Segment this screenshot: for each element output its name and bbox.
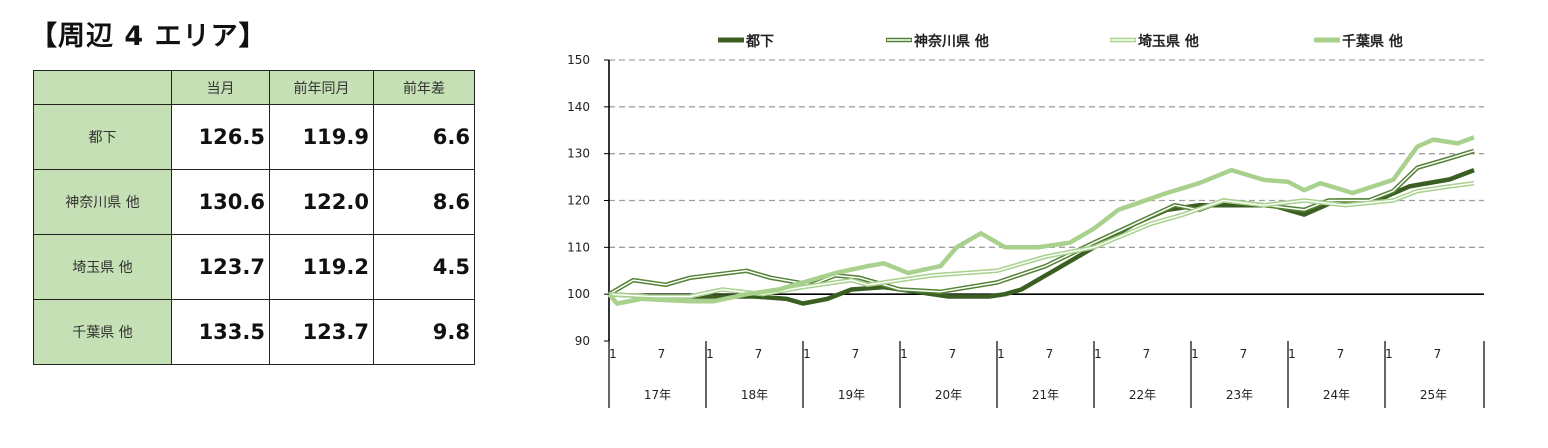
- header-diff: 前年差: [373, 70, 475, 105]
- diff-value: 4.5: [373, 234, 475, 300]
- month-tick-label: 7: [658, 347, 666, 361]
- year-label: 19年: [838, 388, 865, 402]
- table-row: 神奈川県 他 130.6 122.0 8.6: [33, 169, 475, 235]
- diff-value: 8.6: [373, 169, 475, 235]
- month-tick-label: 7: [1240, 347, 1248, 361]
- year-label: 25年: [1420, 388, 1447, 402]
- current-value: 133.5: [171, 299, 270, 365]
- diff-value: 9.8: [373, 299, 475, 365]
- year-label: 21年: [1032, 388, 1059, 402]
- y-tick-label: 90: [575, 334, 590, 348]
- y-tick-label: 110: [567, 240, 590, 254]
- y-tick-label: 120: [567, 194, 590, 208]
- series-line-inner: [608, 150, 1475, 295]
- legend-label: 都下: [745, 34, 774, 50]
- month-tick-label: 1: [803, 347, 811, 361]
- year-label: 18年: [741, 388, 768, 402]
- row-label: 神奈川県 他: [33, 169, 172, 235]
- row-label: 都下: [33, 104, 172, 170]
- legend-label: 神奈川県 他: [914, 33, 989, 50]
- legend-label: 千葉県 他: [1342, 33, 1403, 50]
- year-label: 24年: [1323, 388, 1350, 402]
- series-line: [607, 135, 1475, 306]
- month-tick-label: 1: [1288, 347, 1296, 361]
- y-tick-label: 150: [567, 53, 590, 67]
- section-title: 【周辺 4 エリア】: [30, 21, 267, 52]
- month-tick-label: 1: [1191, 347, 1199, 361]
- month-tick-label: 1: [609, 347, 617, 361]
- month-tick-label: 1: [997, 347, 1005, 361]
- month-tick-label: 7: [949, 347, 957, 361]
- month-tick-label: 7: [852, 347, 860, 361]
- header-blank: [33, 70, 172, 105]
- y-tick-label: 100: [567, 287, 590, 301]
- year-label: 23年: [1226, 388, 1253, 402]
- series-line-inner: [608, 182, 1475, 298]
- table-header-row: 当月 前年同月 前年差: [33, 70, 475, 105]
- row-label: 千葉県 他: [33, 299, 172, 365]
- series-line: [607, 148, 1475, 297]
- current-value: 130.6: [171, 169, 270, 235]
- diff-value: 6.6: [373, 104, 475, 170]
- month-tick-label: 1: [1385, 347, 1393, 361]
- month-tick-label: 7: [1337, 347, 1345, 361]
- month-tick-label: 7: [1143, 347, 1151, 361]
- month-tick-label: 1: [900, 347, 908, 361]
- year-label: 22年: [1129, 388, 1156, 402]
- current-value: 123.7: [171, 234, 270, 300]
- prev-year-value: 119.2: [269, 234, 374, 300]
- year-label: 20年: [935, 388, 962, 402]
- summary-table: 当月 前年同月 前年差 都下 126.5 119.9 6.6 神奈川県 他 13…: [33, 70, 475, 365]
- legend-label: 埼玉県 他: [1138, 33, 1199, 50]
- prev-year-value: 122.0: [269, 169, 374, 235]
- table-row: 千葉県 他 133.5 123.7 9.8: [33, 299, 475, 365]
- y-tick-label: 130: [567, 147, 590, 161]
- table-row: 都下 126.5 119.9 6.6: [33, 104, 475, 170]
- prev-year-value: 119.9: [269, 104, 374, 170]
- month-tick-label: 7: [1046, 347, 1054, 361]
- month-tick-label: 1: [706, 347, 714, 361]
- month-tick-label: 7: [1434, 347, 1442, 361]
- month-tick-label: 1: [1094, 347, 1102, 361]
- month-tick-label: 7: [755, 347, 763, 361]
- y-tick-label: 140: [567, 100, 590, 114]
- year-label: 17年: [644, 388, 671, 402]
